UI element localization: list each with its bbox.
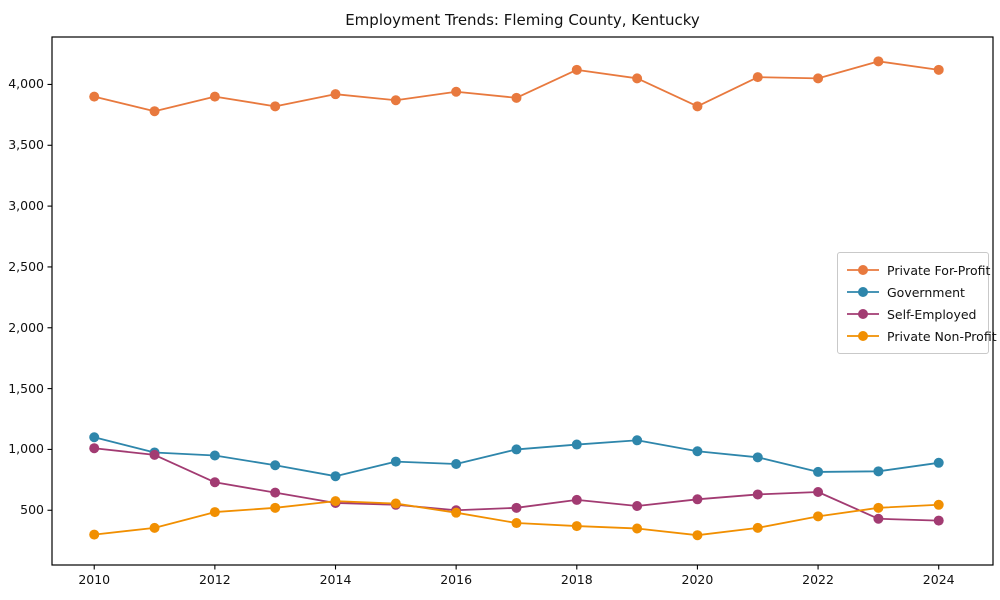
data-point-government (209, 450, 220, 461)
data-point-private-non-profit (451, 507, 462, 518)
data-point-government (813, 466, 824, 477)
data-point-private-non-profit (873, 502, 884, 513)
x-tick-label: 2014 (319, 572, 352, 587)
legend-line-marker-icon (847, 331, 879, 341)
legend-line-marker-icon (847, 287, 879, 297)
x-tick-label: 2020 (681, 572, 714, 587)
legend-item-government: Government (846, 281, 980, 303)
data-point-self-employed (149, 449, 160, 460)
data-point-government (632, 435, 643, 446)
x-tick-label: 2016 (440, 572, 473, 587)
data-point-self-employed (752, 489, 763, 500)
data-point-government (752, 452, 763, 463)
data-point-private-for-profit (149, 106, 160, 117)
legend-label: Self-Employed (887, 306, 977, 322)
data-point-private-non-profit (752, 522, 763, 533)
x-tick-label: 2010 (78, 572, 111, 587)
legend-item-private-non-profit: Private Non-Profit (846, 325, 997, 347)
y-tick-label: 4,000 (8, 76, 44, 92)
data-point-private-non-profit (813, 511, 824, 522)
data-point-private-non-profit (571, 521, 582, 532)
data-point-government (451, 459, 462, 470)
data-point-private-for-profit (752, 72, 763, 83)
data-point-self-employed (511, 502, 522, 513)
data-point-self-employed (813, 487, 824, 498)
x-tick-label: 2022 (802, 572, 834, 587)
chart-line-private-for-profit (93, 60, 940, 113)
data-point-private-for-profit (209, 91, 220, 102)
data-point-private-non-profit (692, 530, 703, 541)
data-point-private-for-profit (451, 86, 462, 97)
data-point-self-employed (873, 513, 884, 524)
x-tick-label: 2024 (922, 572, 955, 587)
y-tick-label: 3,500 (8, 137, 44, 153)
legend-item-self-employed: Self-Employed (846, 303, 980, 325)
y-tick-label: 2,500 (8, 258, 44, 274)
data-point-government (571, 439, 582, 450)
legend-label: Government (887, 284, 965, 300)
y-tick-label: 1,500 (8, 380, 44, 396)
data-point-government (330, 471, 341, 482)
y-tick-label: 1,000 (8, 441, 44, 457)
data-point-self-employed (632, 500, 643, 511)
data-point-private-non-profit (149, 522, 160, 533)
data-point-private-for-profit (511, 92, 522, 103)
data-point-private-for-profit (571, 64, 582, 75)
x-tick-label: 2018 (560, 572, 593, 587)
data-point-private-for-profit (933, 64, 944, 75)
data-point-private-non-profit (89, 529, 100, 540)
data-point-private-non-profit (511, 518, 522, 529)
data-point-private-non-profit (209, 507, 220, 518)
legend-line-marker-icon (847, 265, 879, 275)
data-point-private-non-profit (933, 499, 944, 510)
data-point-self-employed (89, 443, 100, 454)
data-point-self-employed (270, 487, 281, 498)
data-point-private-for-profit (632, 73, 643, 84)
legend-line-marker-icon (847, 309, 879, 319)
data-point-government (270, 460, 281, 471)
data-point-private-for-profit (270, 101, 281, 112)
data-point-government (933, 457, 944, 468)
legend-item-private-for-profit: Private For-Profit (846, 259, 990, 281)
data-point-private-for-profit (813, 73, 824, 84)
data-point-government (692, 446, 703, 457)
y-tick-label: 2,000 (8, 319, 44, 335)
data-point-self-employed (933, 515, 944, 526)
data-point-self-employed (209, 477, 220, 488)
y-tick-label: 3,000 (8, 198, 44, 214)
data-point-self-employed (571, 494, 582, 505)
x-tick-label: 2012 (198, 572, 231, 587)
data-point-private-non-profit (330, 496, 341, 507)
data-point-private-non-profit (270, 502, 281, 513)
data-point-private-for-profit (89, 91, 100, 102)
data-point-private-non-profit (632, 523, 643, 534)
legend-label: Private Non-Profit (887, 328, 997, 344)
data-point-government (89, 432, 100, 443)
y-tick-label: 500 (20, 502, 44, 518)
plot-frame (51, 36, 994, 566)
data-point-government (511, 444, 522, 455)
chart-line-government (93, 436, 940, 478)
data-point-private-for-profit (330, 89, 341, 100)
data-point-private-for-profit (390, 95, 401, 106)
data-point-government (873, 466, 884, 477)
legend-label: Private For-Profit (887, 262, 991, 278)
chart-title: Employment Trends: Fleming County, Kentu… (345, 11, 700, 29)
data-point-private-for-profit (692, 101, 703, 112)
legend: Private For-Profit Government Self-Employe… (837, 252, 997, 354)
data-point-government (390, 456, 401, 467)
data-point-self-employed (692, 494, 703, 505)
data-point-private-non-profit (390, 498, 401, 509)
data-point-private-for-profit (873, 56, 884, 67)
